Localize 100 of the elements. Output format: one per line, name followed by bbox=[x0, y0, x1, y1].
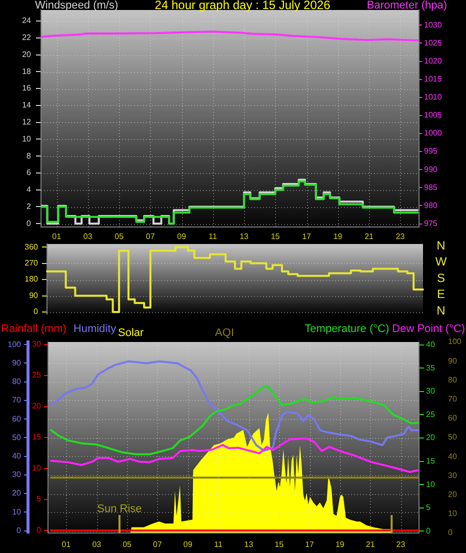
y2-tick-label: 1010 bbox=[424, 92, 442, 102]
y-axis-title: Windspeed (m/s) bbox=[35, 0, 118, 12]
y-tick-label: 10 bbox=[448, 509, 458, 518]
y2-tick-label: 25 bbox=[32, 370, 42, 380]
y-tick-label: 10 bbox=[12, 507, 22, 516]
y-tick-label: 180 bbox=[24, 274, 39, 284]
y-tick-label: 20 bbox=[22, 50, 32, 59]
text: Temperature (°C) bbox=[304, 323, 390, 336]
y2-tick-label: 995 bbox=[424, 146, 438, 156]
x-tick-label: 15 bbox=[274, 540, 284, 550]
y-tick-label: 18 bbox=[22, 66, 32, 76]
text: Solar bbox=[118, 327, 144, 340]
y3-tick-label: 10 bbox=[426, 480, 436, 489]
text: S bbox=[436, 270, 446, 285]
y2-tick-label: 975 bbox=[424, 218, 438, 228]
y3-tick-label: 40 bbox=[426, 340, 436, 349]
y-tick-label: 30 bbox=[448, 470, 458, 480]
y-tick-label: 12 bbox=[22, 118, 32, 127]
y-tick-label: 6 bbox=[26, 168, 32, 178]
x-tick-label: 03 bbox=[92, 540, 102, 550]
y-tick-label: 80 bbox=[448, 375, 458, 384]
y2-tick-label: 1025 bbox=[424, 38, 442, 48]
y-tick-label: 4 bbox=[26, 185, 32, 194]
y3-tick-label: 0 bbox=[426, 526, 431, 536]
x-tick-label: 17 bbox=[302, 232, 312, 242]
x-tick-label: 03 bbox=[83, 232, 93, 242]
y-tick-label: 0 bbox=[16, 526, 22, 535]
y3-tick-label: 5 bbox=[426, 503, 431, 512]
chart-title: 24 hour graph day : 15 July 2026 bbox=[154, 0, 331, 12]
y-tick-label: 30 bbox=[12, 470, 22, 480]
y-tick-label: 16 bbox=[22, 84, 32, 93]
y-tick-label: 360 bbox=[24, 242, 39, 252]
x-tick-label: 07 bbox=[146, 232, 156, 242]
y-tick-label: 90 bbox=[12, 358, 22, 368]
y-tick-label: 50 bbox=[12, 432, 22, 442]
x-tick-label: 15 bbox=[270, 232, 280, 242]
x-tick-label: 05 bbox=[114, 232, 124, 242]
y3-tick-label: 35 bbox=[426, 363, 436, 372]
y2-tick-label: 1020 bbox=[424, 56, 442, 66]
y-tick-label: 100 bbox=[448, 337, 462, 346]
y3-tick-label: 30 bbox=[426, 386, 436, 396]
y-tick-label: 60 bbox=[448, 414, 458, 423]
y-tick-label: 40 bbox=[12, 452, 22, 461]
x-tick-label: 09 bbox=[183, 540, 193, 550]
y-tick-label: 10 bbox=[22, 134, 32, 144]
ref-line-label: Sun Rise bbox=[97, 503, 142, 516]
y-tick-label: 8 bbox=[26, 151, 32, 160]
y3-tick-label: 15 bbox=[426, 456, 436, 466]
y-tick-label: 20 bbox=[12, 488, 22, 498]
text: N bbox=[436, 238, 446, 252]
y-tick-label: 70 bbox=[12, 396, 22, 405]
y-tick-label: 100 bbox=[8, 340, 22, 349]
x-tick-label: 05 bbox=[122, 540, 132, 550]
text: Dew Point (°C) bbox=[392, 323, 465, 336]
x-tick-label: 21 bbox=[366, 540, 376, 550]
text: W bbox=[435, 254, 448, 269]
text: Humidity bbox=[73, 323, 117, 336]
y-tick-label: 70 bbox=[448, 394, 458, 404]
y-tick-label: 24 bbox=[22, 16, 32, 26]
y2-tick-label: 990 bbox=[424, 164, 438, 174]
y2-tick-label: 5 bbox=[36, 494, 42, 504]
x-tick-label: 01 bbox=[52, 232, 62, 242]
y-tick-label: 270 bbox=[24, 258, 39, 268]
x-tick-label: 07 bbox=[153, 540, 162, 550]
y-tick-label: 14 bbox=[22, 100, 32, 110]
y2-tick-label: 1005 bbox=[424, 110, 442, 120]
y-tick-label: 2 bbox=[26, 202, 32, 211]
y-tick-label: 0 bbox=[448, 528, 453, 538]
x-tick-label: 11 bbox=[214, 540, 223, 550]
y-tick-label: 20 bbox=[448, 490, 458, 500]
x-tick-label: 11 bbox=[208, 232, 218, 242]
y-tick-label: 80 bbox=[12, 377, 22, 386]
y2-tick-label: 980 bbox=[424, 200, 438, 210]
text: E bbox=[436, 287, 446, 302]
x-tick-label: 21 bbox=[364, 232, 374, 242]
x-tick-label: 19 bbox=[335, 540, 345, 550]
y-tick-label: 90 bbox=[29, 290, 39, 300]
x-tick-label: 17 bbox=[305, 540, 315, 550]
y3-tick-label: 20 bbox=[426, 433, 436, 442]
x-tick-label: 01 bbox=[62, 540, 72, 550]
y2-axis-title: Barometer (hpa) bbox=[366, 0, 447, 12]
y2-tick-label: 985 bbox=[424, 182, 438, 192]
y2-tick-label: 15 bbox=[32, 432, 42, 442]
y3-tick-label: 25 bbox=[426, 410, 436, 419]
y-tick-label: 90 bbox=[448, 356, 458, 366]
y-tick-label: 40 bbox=[448, 452, 458, 461]
y2-tick-label: 1015 bbox=[424, 74, 442, 84]
x-tick-label: 19 bbox=[333, 232, 343, 242]
y2-tick-label: 1000 bbox=[424, 128, 442, 138]
text: Rainfall (mm) bbox=[1, 323, 66, 336]
text: AQI bbox=[215, 327, 234, 340]
x-tick-label: 13 bbox=[244, 540, 254, 550]
text: N bbox=[436, 303, 446, 318]
y-tick-label: 0 bbox=[34, 307, 39, 316]
y2-tick-label: 1030 bbox=[424, 20, 442, 30]
y-tick-label: 0 bbox=[26, 218, 32, 228]
x-tick-label: 23 bbox=[396, 540, 406, 550]
x-tick-label: 23 bbox=[396, 232, 406, 242]
x-tick-label: 13 bbox=[240, 232, 250, 242]
x-tick-label: 09 bbox=[177, 232, 187, 242]
